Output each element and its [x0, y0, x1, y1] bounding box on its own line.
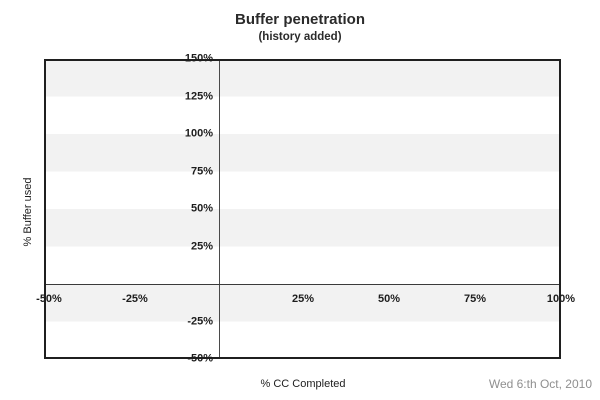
zero-x-gridline [219, 59, 221, 359]
y-tick-label: 25% [190, 240, 213, 252]
x-tick-label: 50% [377, 293, 401, 305]
y-tick-label: -50% [187, 352, 213, 365]
date-stamp: Wed 6:th Oct, 2010 [488, 377, 592, 391]
y-tick-label: 75% [190, 165, 213, 177]
y-tick-label: -25% [187, 315, 213, 327]
chart-title: Buffer penetration [234, 11, 365, 28]
x-tick-label: -50% [36, 293, 62, 305]
chart-subtitle: (history added) [258, 31, 342, 43]
plot-border [44, 59, 561, 359]
y-axis-title: % Buffer used [22, 177, 34, 247]
x-tick-label: 75% [463, 293, 487, 305]
y-tick-label: 150% [184, 52, 213, 65]
x-tick-label: 100% [546, 293, 576, 305]
y-tick-label: 50% [190, 202, 213, 215]
zero-y-axis-line [44, 283, 561, 285]
y-tick-label: 125% [184, 90, 213, 102]
x-tick-label: 25% [291, 293, 315, 305]
x-tick-label: -25% [122, 293, 148, 305]
plot-area [44, 59, 561, 359]
y-tick-label: 100% [184, 127, 213, 140]
x-axis-title: % CC Completed [260, 378, 346, 390]
